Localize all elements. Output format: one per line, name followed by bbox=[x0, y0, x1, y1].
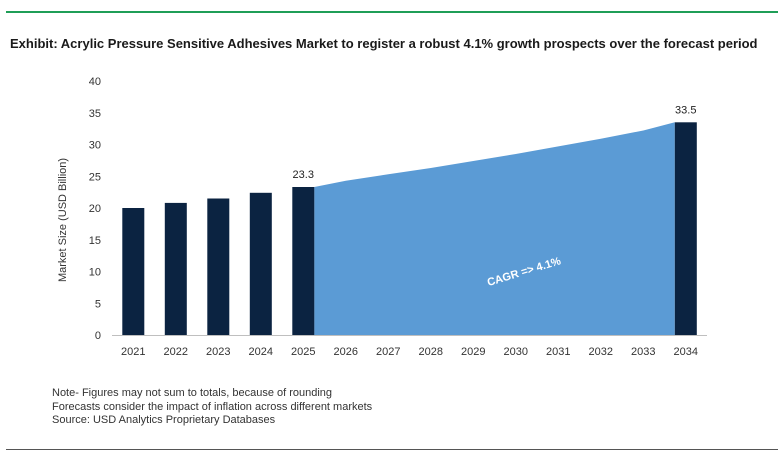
data-label-2034: 33.5 bbox=[675, 104, 696, 116]
x-tick-label: 2022 bbox=[164, 346, 188, 358]
y-tick-label: 30 bbox=[89, 140, 101, 152]
bottom-rule bbox=[6, 449, 778, 450]
bar-2034 bbox=[674, 122, 697, 335]
y-tick-label: 5 bbox=[95, 298, 101, 310]
y-tick-label: 35 bbox=[89, 108, 101, 120]
y-tick-label: 10 bbox=[89, 267, 101, 279]
x-tick-label: 2034 bbox=[674, 346, 698, 358]
x-tick-label: 2025 bbox=[291, 346, 315, 358]
y-tick-label: 20 bbox=[89, 203, 101, 215]
x-tick-label: 2026 bbox=[334, 346, 358, 358]
x-tick-label: 2033 bbox=[631, 346, 655, 358]
y-axis-title: Market Size (USD Billion) bbox=[57, 158, 69, 282]
bar-2024 bbox=[249, 192, 272, 335]
x-tick-label: 2030 bbox=[504, 346, 528, 358]
x-tick-label: 2024 bbox=[249, 346, 273, 358]
x-tick-label: 2029 bbox=[461, 346, 485, 358]
x-tick-label: 2021 bbox=[121, 346, 145, 358]
top-rule bbox=[6, 11, 778, 13]
bar-2023 bbox=[207, 198, 230, 335]
y-tick-label: 40 bbox=[89, 76, 101, 88]
note-rounding: Note- Figures may not sum to totals, bec… bbox=[52, 387, 333, 399]
chart-notes: Note- Figures may not sum to totals, bec… bbox=[52, 387, 372, 428]
data-label-2025: 23.3 bbox=[293, 169, 314, 181]
y-tick-label: 25 bbox=[89, 171, 101, 183]
x-tick-label: 2023 bbox=[206, 346, 230, 358]
chart-title: Exhibit: Acrylic Pressure Sensitive Adhe… bbox=[10, 36, 758, 51]
note-inflation: Forecasts consider the impact of inflati… bbox=[52, 400, 373, 413]
bar-2025 bbox=[292, 187, 315, 335]
forecast-area bbox=[314, 122, 675, 335]
note-source: Source: USD Analytics Proprietary Databa… bbox=[52, 414, 276, 426]
bar-2022 bbox=[164, 202, 187, 335]
x-tick-label: 2032 bbox=[589, 346, 613, 358]
y-tick-label: 0 bbox=[95, 330, 101, 342]
x-tick-label: 2028 bbox=[419, 346, 443, 358]
bar-2021 bbox=[122, 208, 145, 335]
x-tick-label: 2031 bbox=[546, 346, 570, 358]
x-tick-label: 2027 bbox=[376, 346, 400, 358]
y-tick-label: 15 bbox=[89, 235, 101, 247]
